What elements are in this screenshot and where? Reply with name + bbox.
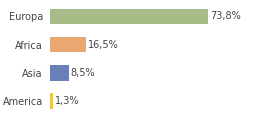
Bar bbox=[50, 65, 69, 81]
Text: 73,8%: 73,8% bbox=[210, 11, 241, 21]
Text: 1,3%: 1,3% bbox=[55, 96, 80, 106]
Bar bbox=[50, 93, 53, 109]
Text: 8,5%: 8,5% bbox=[71, 68, 95, 78]
Bar bbox=[50, 9, 208, 24]
Text: 16,5%: 16,5% bbox=[88, 40, 118, 50]
Bar bbox=[50, 37, 86, 52]
